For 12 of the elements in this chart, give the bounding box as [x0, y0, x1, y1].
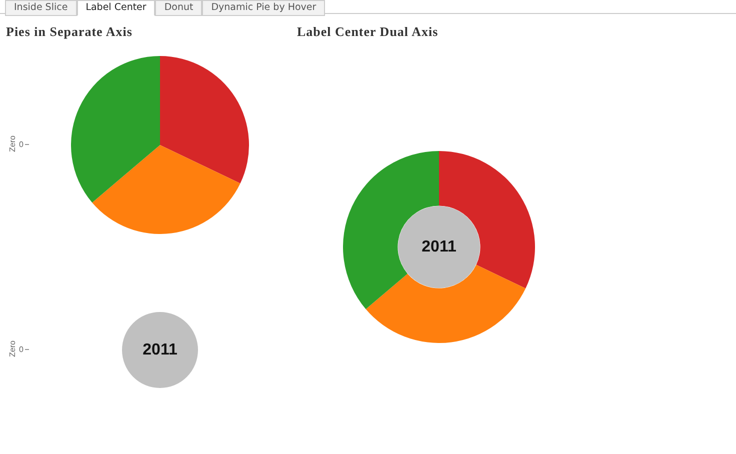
chart-title: Pies in Separate Axis	[6, 24, 132, 40]
chart-title: Label Center Dual Axis	[297, 24, 438, 40]
text: Dynamic Pie by Hover	[202, 0, 326, 16]
text: Zero	[7, 136, 18, 152]
text: 0	[19, 139, 24, 151]
slice-label: 2011	[422, 238, 456, 256]
text: Zero	[7, 340, 18, 357]
text: Label Center	[76, 0, 156, 16]
text: Inside Slice	[5, 0, 77, 16]
text: Donut	[155, 0, 202, 16]
text: 0	[19, 344, 24, 356]
slice-label: 2011	[142, 341, 178, 358]
